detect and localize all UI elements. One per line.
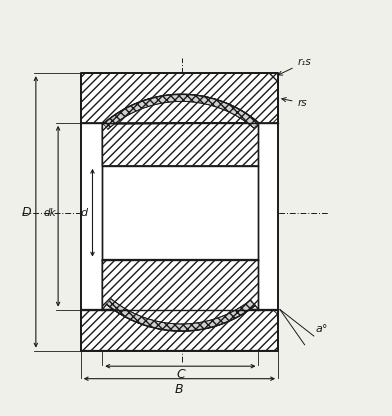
Polygon shape xyxy=(102,260,258,331)
Polygon shape xyxy=(102,166,258,260)
Polygon shape xyxy=(102,94,258,166)
Text: B: B xyxy=(175,383,184,396)
Polygon shape xyxy=(258,123,278,310)
Text: rs: rs xyxy=(282,98,307,108)
Polygon shape xyxy=(103,94,258,129)
Text: C: C xyxy=(176,368,185,381)
Polygon shape xyxy=(81,304,278,351)
Text: d: d xyxy=(80,208,87,218)
Text: a°: a° xyxy=(316,324,328,334)
Polygon shape xyxy=(81,73,278,124)
Text: dk: dk xyxy=(43,208,56,218)
Polygon shape xyxy=(107,299,255,331)
Text: r₁s: r₁s xyxy=(278,57,311,75)
Polygon shape xyxy=(81,123,102,310)
Text: D: D xyxy=(21,206,31,219)
